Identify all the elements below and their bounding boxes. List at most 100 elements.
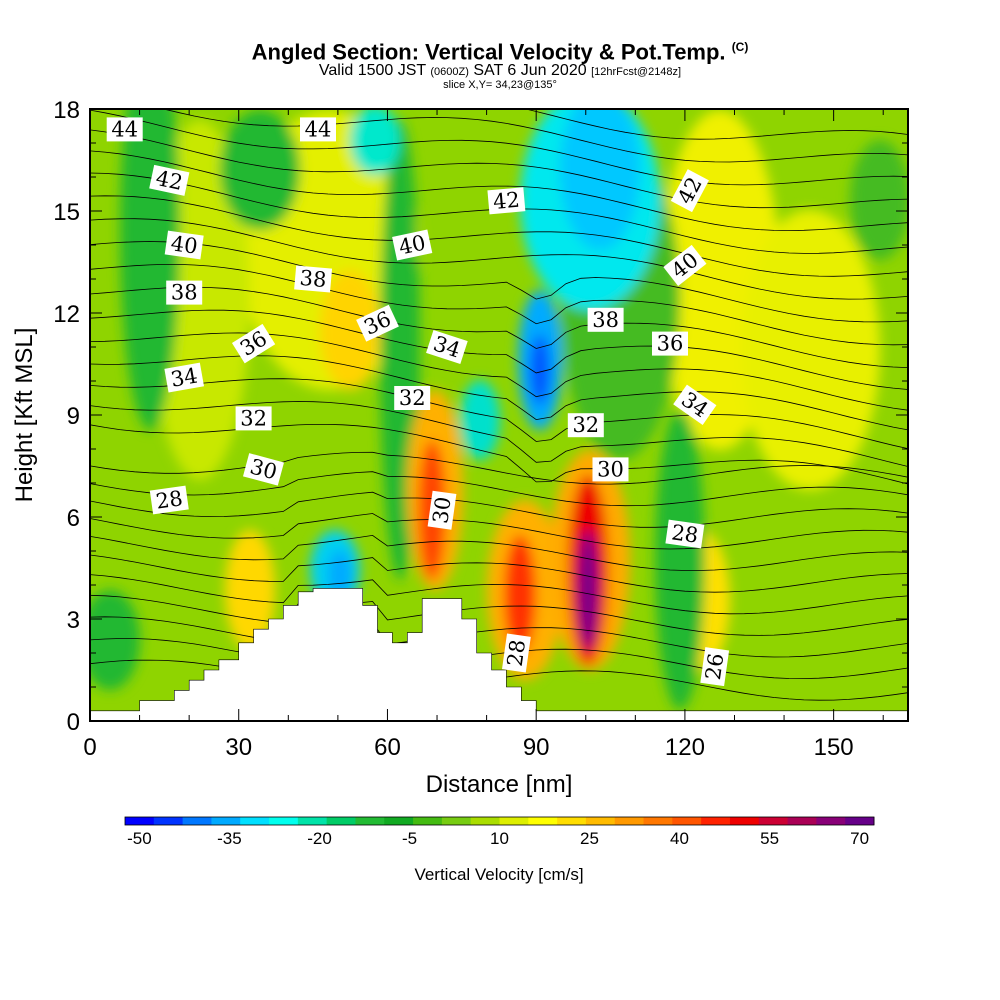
colorbar-swatch [240, 817, 270, 825]
isentrope-contours [90, 109, 908, 701]
isentrope-line [90, 554, 908, 593]
colorbar-tick-label: -35 [217, 829, 242, 848]
isentrope-line [90, 491, 908, 528]
contour-label-text: 28 [670, 520, 700, 547]
contour-label-text: 26 [701, 652, 728, 682]
contour-label-background [670, 169, 709, 213]
contour-label: 40 [392, 229, 433, 261]
contour-label: 42 [487, 187, 526, 215]
contour-label: 38 [166, 280, 203, 305]
colorbar: -50 -35 -20 -5 10 25 40 55 70 [124, 816, 875, 848]
contour-label: 36 [652, 331, 688, 356]
isentrope-line [90, 332, 908, 411]
x-tick-label: 150 [814, 734, 854, 761]
isentrope-line [90, 150, 908, 232]
chart-title-main: Angled Section: Vertical Velocity & Pot.… [251, 39, 726, 65]
colorbar-swatch [557, 817, 587, 825]
isentrope-line [524, 109, 908, 140]
contour-label-background [427, 490, 457, 530]
contour-label-text: 44 [111, 117, 138, 141]
colorbar-swatch [384, 817, 414, 825]
colorbar-swatch [470, 817, 500, 825]
x-tick-label: 0 [83, 734, 96, 761]
contour-label-background [665, 519, 705, 549]
contour-label: 32 [235, 406, 272, 431]
contour-label-text: 38 [171, 281, 198, 305]
colorbar-tick-label: 10 [490, 829, 509, 848]
y-tick-label: 18 [53, 97, 80, 124]
y-tick-label: 9 [67, 403, 80, 430]
valid-time-utc: (0600Z) [430, 66, 469, 79]
contour-label: 26 [700, 647, 730, 687]
contour-label-background [673, 384, 717, 425]
colorbar-swatch [441, 817, 472, 825]
colorbar-swatch [672, 817, 702, 825]
contour-label-background [231, 323, 276, 364]
contour-label-background [356, 304, 399, 342]
y-tick-label: 3 [67, 607, 80, 634]
colorbar-swatch [729, 817, 760, 825]
contour-label-text: 44 [305, 117, 332, 141]
contour-label-text: 42 [154, 166, 185, 195]
velocity-region [530, 335, 550, 405]
x-tick-label: 30 [225, 734, 252, 761]
contour-label-text: 34 [169, 363, 199, 391]
contour-label: 28 [502, 633, 531, 673]
chart-subtitle: Valid 1500 JST (0600Z) SAT 6 Jun 2020 [1… [0, 63, 1000, 80]
contour-label-text: 40 [169, 231, 199, 258]
colorbar-swatch [787, 817, 817, 825]
contour-label-background [243, 453, 284, 486]
contour-label: 34 [164, 362, 205, 393]
contour-label-background [392, 229, 433, 261]
contour-label-background [164, 362, 205, 393]
contour-label-background [300, 117, 336, 142]
colorbar-swatch [297, 817, 328, 825]
contour-label-background [652, 331, 688, 356]
x-tick-label: 60 [374, 734, 401, 761]
velocity-region [504, 535, 536, 655]
contour-label-background [700, 647, 730, 687]
contour-label-text: 40 [397, 230, 428, 259]
colorbar-tick-label: 40 [670, 829, 689, 848]
contour-label-text: 28 [154, 486, 184, 513]
contour-label: 38 [294, 265, 333, 293]
isentrope-line [90, 616, 908, 658]
isentrope-line [90, 241, 908, 323]
contour-label-background [587, 307, 624, 332]
isentrope-line [90, 424, 908, 485]
contour-label-text: 38 [592, 308, 619, 332]
y-axis-label: Height [Kft MSL] [11, 328, 38, 503]
isentrope-line [90, 309, 908, 390]
contour-label-text: 28 [503, 638, 530, 668]
isentrope-line [161, 109, 908, 163]
contour-label-background [502, 633, 531, 673]
isentrope-line [90, 594, 908, 636]
colorbar-swatch [528, 817, 558, 825]
colorbar-tick-label: -20 [307, 829, 332, 848]
colorbar-label: Vertical Velocity [cm/s] [414, 865, 583, 884]
isentrope-line [90, 574, 908, 615]
isentrope-line [90, 264, 908, 346]
velocity-region [460, 380, 500, 460]
contour-label-background [149, 164, 190, 196]
contour-label: 28 [665, 519, 705, 549]
contour-label-background [235, 406, 272, 431]
contour-label-background [166, 280, 203, 305]
colorbar-swatch [701, 817, 731, 825]
contour-label-text: 36 [657, 332, 684, 356]
y-tick-label: 12 [53, 301, 80, 328]
contour-label-background [149, 485, 189, 515]
contour-label: 38 [587, 307, 624, 332]
colorbar-swatch [614, 817, 645, 825]
terrain-profile [90, 588, 908, 721]
contour-label: 42 [149, 164, 190, 196]
contour-label-background [567, 413, 604, 438]
valid-time-prefix: Valid 1500 JST [318, 62, 426, 80]
contour-label-background [394, 386, 431, 410]
contour-label-text: 30 [428, 495, 455, 525]
isentrope-line [90, 109, 908, 186]
contour-label: 44 [300, 117, 336, 142]
colorbar-swatch [326, 817, 356, 825]
